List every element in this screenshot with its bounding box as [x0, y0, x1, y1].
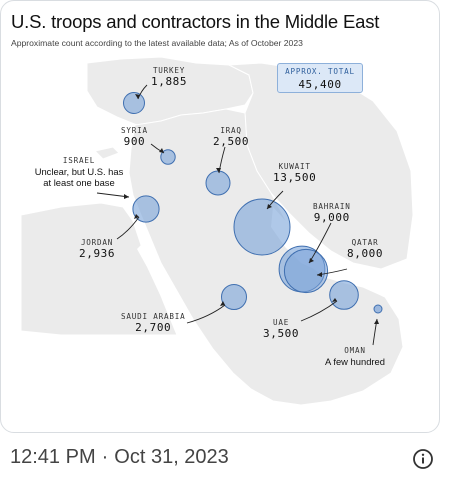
bubble-syria — [160, 149, 176, 165]
bubble-iraq — [205, 170, 231, 196]
page-title: U.S. troops and contractors in the Middl… — [11, 11, 380, 32]
label-jordan: JORDAN 2,936 — [79, 238, 116, 260]
label-qatar-count: 8,000 — [347, 246, 384, 260]
total-value: 45,400 — [298, 78, 342, 91]
timestamp-date: Oct 31, 2023 — [114, 446, 229, 468]
middle-east-map — [20, 56, 414, 406]
label-kuwait: KUWAIT 13,500 — [273, 162, 317, 184]
label-bahrain-country: BAHRAIN — [313, 202, 351, 211]
label-uae: UAE 3,500 — [263, 318, 300, 340]
label-bahrain: BAHRAIN 9,000 — [313, 202, 351, 224]
water-red-sea — [137, 245, 227, 389]
label-kuwait-count: 13,500 — [273, 170, 317, 184]
label-turkey-count: 1,885 — [151, 74, 188, 88]
label-syria-count: 900 — [123, 134, 146, 148]
label-oman-country: OMAN — [344, 346, 366, 355]
bubble-saudi-arabia — [221, 284, 247, 310]
bubble-qatar — [283, 248, 329, 294]
land-arabia — [128, 108, 404, 406]
map-card: U.S. troops and contractors in the Middl… — [0, 0, 440, 433]
land-cyprus — [94, 146, 120, 160]
label-oman: OMAN A few hundred — [317, 346, 393, 367]
label-bahrain-count: 9,000 — [313, 210, 350, 224]
label-uae-country: UAE — [273, 318, 290, 327]
arrow-jordan — [116, 216, 140, 240]
label-syria: SYRIA 900 — [121, 126, 148, 148]
bubble-uae — [329, 280, 359, 310]
bubble-jordan — [132, 195, 160, 223]
label-israel-country: ISRAEL — [62, 156, 96, 165]
label-kuwait-country: KUWAIT — [278, 162, 311, 171]
label-turkey-country: TURKEY — [152, 66, 186, 75]
timestamp-time: 12:41 PM — [10, 446, 96, 468]
timestamp-separator: · — [101, 446, 109, 468]
arrow-heads — [124, 94, 379, 324]
total-label: APPROX. TOTAL — [285, 67, 355, 76]
label-iraq-count: 2,500 — [213, 134, 250, 148]
bubble-kuwait — [233, 198, 291, 256]
label-qatar: QATAR 8,000 — [347, 238, 384, 260]
info-icon[interactable] — [412, 448, 434, 470]
label-jordan-count: 2,936 — [79, 246, 116, 260]
label-iraq-country: IRAQ — [220, 126, 242, 135]
label-saudi-arabia: SAUDI ARABIA 2,700 — [121, 312, 186, 334]
label-israel-note: Unclear, but U.S. has at least one base — [34, 165, 124, 188]
label-saudi-arabia-country: SAUDI ARABIA — [121, 312, 186, 321]
tweet-timestamp: 12:41 PM · Oct 31, 2023 — [10, 446, 229, 469]
label-saudi-arabia-count: 2,700 — [135, 320, 172, 334]
arrow-saudi — [186, 304, 226, 324]
label-israel: ISRAEL Unclear, but U.S. has at least on… — [31, 156, 127, 188]
label-uae-count: 3,500 — [263, 326, 300, 340]
total-badge: APPROX. TOTAL 45,400 — [277, 63, 363, 93]
label-turkey: TURKEY 1,885 — [151, 66, 188, 88]
troop-bubbles — [123, 92, 383, 314]
label-syria-country: SYRIA — [121, 126, 148, 135]
arrow-uae — [300, 300, 338, 322]
label-qatar-country: QATAR — [351, 238, 379, 247]
label-jordan-country: JORDAN — [80, 238, 114, 247]
bubble-turkey — [123, 92, 145, 114]
leader-lines — [96, 84, 378, 346]
page-subtitle: Approximate count according to the lates… — [11, 38, 303, 48]
label-iraq: IRAQ 2,500 — [213, 126, 250, 148]
bubble-oman — [373, 304, 383, 314]
label-oman-note: A few hundred — [325, 355, 385, 367]
